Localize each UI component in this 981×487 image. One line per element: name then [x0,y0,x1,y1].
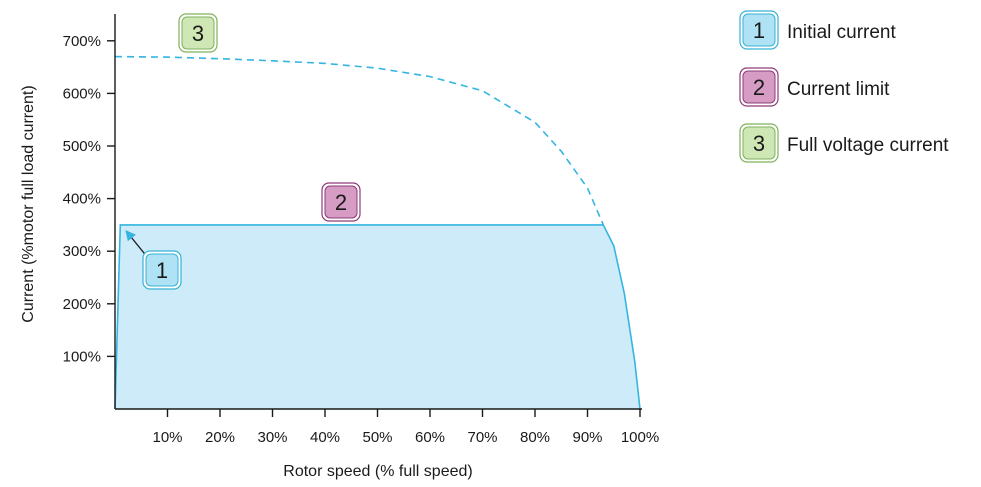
y-axis-title: Current (%motor full load current) [20,85,37,322]
legend-badge: 2 [739,67,779,107]
legend-label: Initial current [787,22,896,43]
x-tick-label: 30% [257,429,287,446]
badge-full-voltage-current: 3 [178,13,218,53]
x-tick-label: 80% [520,429,550,446]
current-limit-line [114,224,641,410]
badge-current-limit: 2 [321,182,361,222]
full-voltage-curve [114,55,605,226]
legend-label: Full voltage current [787,135,949,156]
badge-full-voltage-current-number: 3 [192,21,204,46]
badge-current-limit-number: 2 [335,190,347,215]
current-limit-area [115,224,640,409]
legend-badge: 3 [739,123,779,163]
badge-initial-current-number: 1 [156,258,168,283]
y-tick-label: 700% [63,33,101,50]
x-tick-label: 90% [572,429,602,446]
y-tick-label: 100% [63,348,101,365]
x-tick-label: 40% [310,429,340,446]
x-tick-label: 70% [467,429,497,446]
y-tick-label: 600% [63,85,101,102]
legend-badge-number: 2 [753,75,765,100]
y-tick-label: 500% [63,138,101,155]
x-tick-label: 50% [362,429,392,446]
x-tick-label: 20% [205,429,235,446]
legend-badge-number: 1 [753,18,765,43]
y-tick-label: 200% [63,296,101,313]
x-axis-title: Rotor speed (% full speed) [283,463,472,480]
legend-badge-number: 3 [753,131,765,156]
legend-badge: 1 [739,10,779,50]
badge-initial-current: 1 [142,250,182,290]
x-tick-label: 10% [152,429,182,446]
y-tick-label: 400% [63,191,101,208]
x-tick-label: 100% [621,429,659,446]
x-tick-label: 60% [415,429,445,446]
legend-label: Current limit [787,79,890,100]
y-tick-label: 300% [63,243,101,260]
